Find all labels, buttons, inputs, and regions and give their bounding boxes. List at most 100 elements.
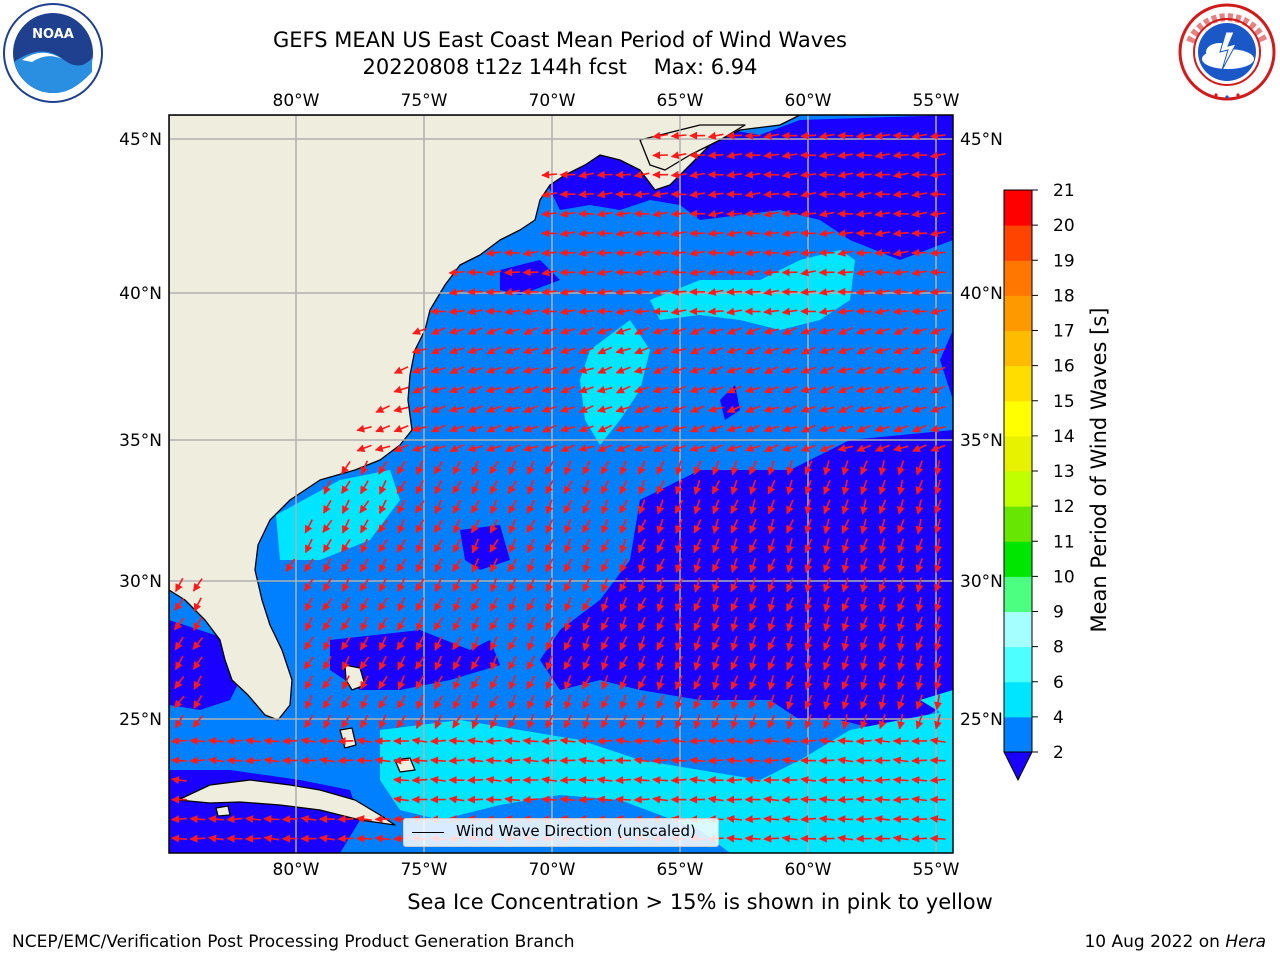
wind-wave-arrow xyxy=(596,795,613,804)
wind-wave-arrow xyxy=(878,577,887,593)
wind-wave-arrow xyxy=(744,190,761,199)
wind-wave-arrow xyxy=(860,616,868,632)
wind-wave-arrow xyxy=(782,405,798,413)
wind-wave-arrow xyxy=(929,756,946,765)
wind-wave-arrow xyxy=(855,795,872,804)
wind-wave-arrow xyxy=(656,694,665,710)
wind-wave-arrow xyxy=(322,675,333,690)
wind-wave-arrow xyxy=(508,694,517,710)
wind-wave-arrow xyxy=(174,655,184,671)
wind-wave-arrow xyxy=(712,655,720,671)
lat-tick-45n-right: 45°N xyxy=(960,130,1003,150)
colorbar-segment xyxy=(1004,576,1032,612)
wind-wave-arrow xyxy=(433,675,443,690)
wind-wave-arrow xyxy=(489,460,499,475)
wind-wave-arrow xyxy=(304,616,313,632)
wind-wave-arrow xyxy=(767,636,776,651)
wind-wave-arrow xyxy=(619,714,628,730)
wind-wave-arrow xyxy=(615,307,631,316)
wind-wave-arrow xyxy=(818,756,835,765)
wind-wave-arrow xyxy=(619,558,628,573)
nova-scotia-land xyxy=(639,124,746,171)
wind-wave-arrow xyxy=(596,756,613,765)
wind-wave-arrow xyxy=(712,460,720,476)
wind-wave-arrow xyxy=(378,519,388,534)
wind-wave-arrow xyxy=(782,385,798,394)
wind-wave-arrow xyxy=(800,366,816,374)
wind-wave-arrow xyxy=(874,307,891,316)
wind-wave-arrow xyxy=(433,519,443,534)
wind-wave-arrow xyxy=(897,713,905,730)
wind-wave-arrow xyxy=(633,795,650,804)
wind-wave-arrow xyxy=(637,675,647,690)
wind-wave-arrow xyxy=(763,815,780,824)
wind-wave-arrow xyxy=(837,736,854,745)
wind-wave-arrow xyxy=(615,287,631,296)
wind-wave-arrow xyxy=(504,795,520,804)
wind-wave-arrow xyxy=(726,385,742,394)
wind-wave-arrow xyxy=(841,714,850,730)
wind-wave-arrow xyxy=(412,327,428,335)
wind-wave-arrow xyxy=(559,776,576,785)
wind-wave-arrow xyxy=(430,327,446,335)
wind-wave-arrow xyxy=(671,327,687,335)
wind-wave-arrow xyxy=(911,327,928,335)
wind-wave-arrow xyxy=(393,444,409,453)
wind-wave-arrow xyxy=(489,480,498,495)
wind-wave-arrow xyxy=(541,405,557,413)
wind-wave-arrow xyxy=(763,131,780,140)
wind-wave-arrow xyxy=(707,131,724,140)
wind-wave-arrow xyxy=(652,366,668,374)
wind-wave-arrow xyxy=(786,538,794,554)
wind-wave-arrow xyxy=(892,170,909,179)
wind-wave-arrow xyxy=(782,366,798,374)
wind-wave-arrow xyxy=(837,307,854,316)
wind-wave-arrow xyxy=(767,499,776,515)
wind-wave-arrow xyxy=(929,209,946,218)
wind-wave-arrow xyxy=(748,616,758,632)
wind-wave-arrow xyxy=(763,405,779,413)
colorbar-tick-label: 20 xyxy=(1053,216,1075,236)
wind-wave-arrow xyxy=(670,737,687,745)
wind-wave-arrow xyxy=(730,635,739,652)
wind-wave-arrow xyxy=(470,656,480,670)
wind-wave-arrow xyxy=(544,695,554,710)
run-date-text: 10 Aug 2022 on xyxy=(1084,932,1226,952)
wind-wave-arrow xyxy=(693,519,702,534)
wind-wave-arrow xyxy=(434,577,443,593)
wind-wave-arrow xyxy=(708,365,724,375)
wind-wave-arrow xyxy=(433,460,444,475)
wind-wave-arrow xyxy=(744,131,761,140)
colorbar-segment xyxy=(1004,506,1032,542)
wind-wave-arrow xyxy=(304,597,314,612)
wind-wave-arrow xyxy=(508,460,517,476)
wind-wave-arrow xyxy=(915,558,924,574)
wind-wave-arrow xyxy=(874,444,890,452)
wind-wave-arrow xyxy=(801,346,816,355)
wind-wave-arrow xyxy=(800,327,816,335)
wind-wave-arrow xyxy=(597,444,613,452)
wind-wave-arrow xyxy=(744,756,761,765)
wind-wave-arrow xyxy=(800,444,816,452)
wind-wave-arrow xyxy=(559,795,576,804)
wind-wave-arrow xyxy=(485,385,502,394)
wind-wave-arrow xyxy=(670,170,687,179)
wind-wave-arrow xyxy=(675,694,683,710)
wind-wave-arrow xyxy=(578,385,594,394)
wind-wave-arrow xyxy=(526,675,536,690)
wind-wave-arrow xyxy=(452,616,462,632)
wind-wave-arrow xyxy=(860,577,868,593)
wind-wave-arrow xyxy=(693,577,702,593)
wind-wave-arrow xyxy=(485,248,502,257)
wind-wave-arrow xyxy=(397,675,406,691)
nws-logo xyxy=(1178,3,1276,101)
wind-wave-arrow xyxy=(675,636,683,652)
wind-wave-arrow xyxy=(689,737,706,746)
wind-wave-arrow xyxy=(541,385,557,394)
wind-wave-arrow xyxy=(767,596,776,613)
wind-wave-arrow xyxy=(634,326,650,335)
wind-wave-arrow xyxy=(929,229,946,238)
wind-wave-arrow xyxy=(745,327,761,335)
wind-wave-arrow xyxy=(356,834,372,843)
wind-wave-arrow xyxy=(467,424,483,433)
